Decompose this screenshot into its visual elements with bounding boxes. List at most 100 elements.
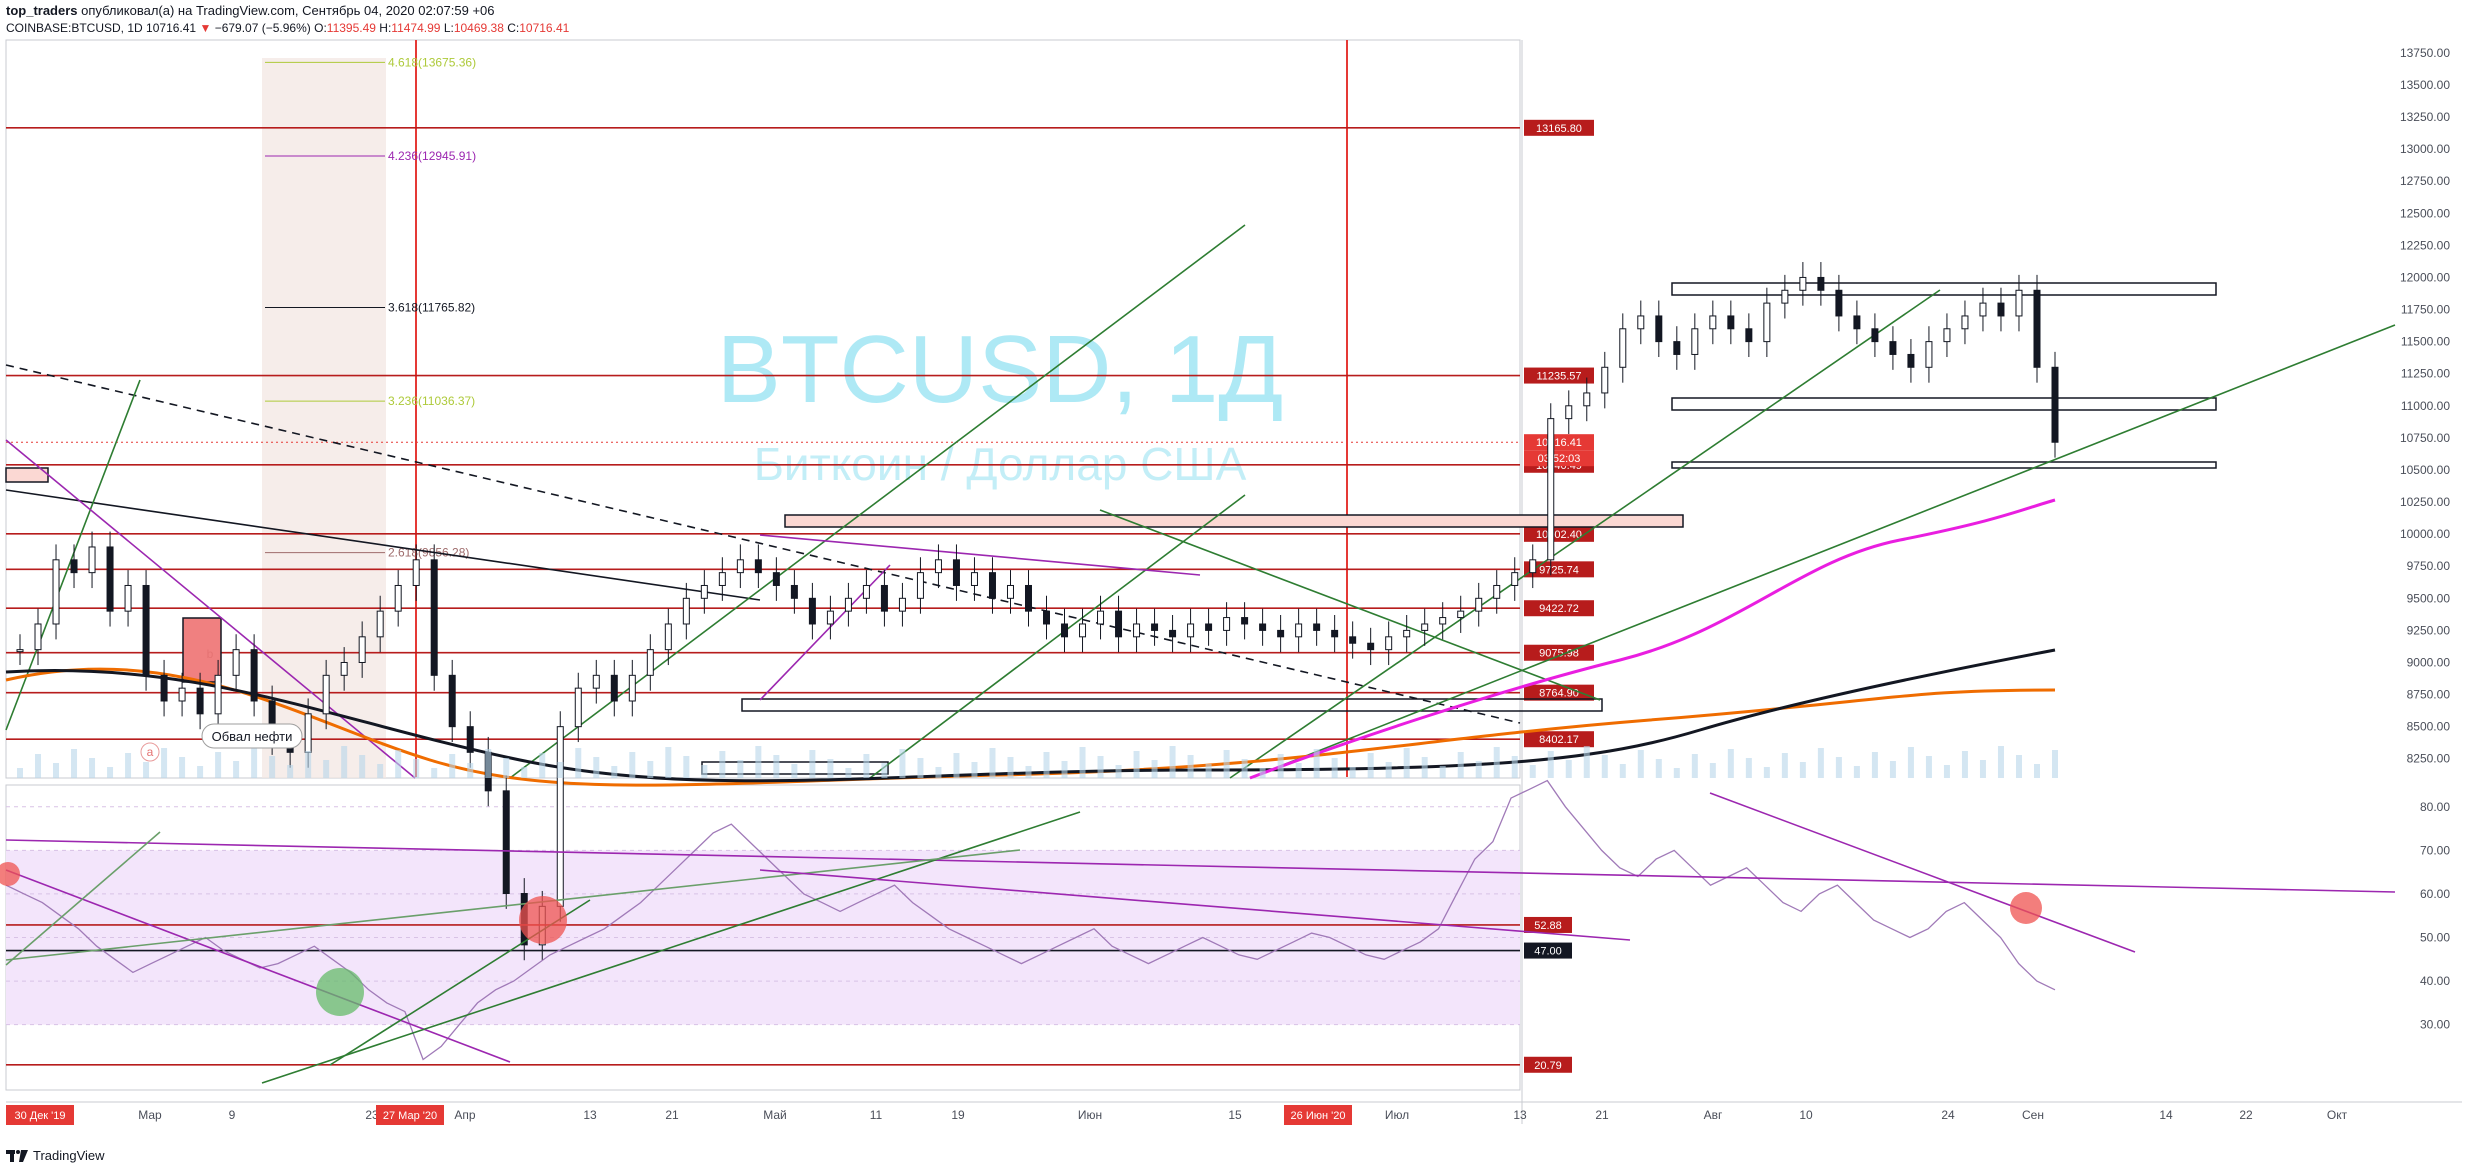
- volume-bar: [251, 747, 258, 778]
- volume-bar: [503, 758, 510, 778]
- candle-body: [1997, 302, 2005, 317]
- candle-body: [106, 546, 114, 612]
- volume-bar: [1781, 753, 1788, 778]
- candle-body: [394, 584, 402, 612]
- volume-bar: [2015, 755, 2022, 778]
- candle-body: [556, 726, 564, 907]
- candle-body: [448, 674, 456, 728]
- price-level-tag: [1524, 561, 1594, 578]
- candle-body: [1943, 328, 1951, 343]
- trend-line: [5, 489, 761, 601]
- volume-bar: [1637, 750, 1644, 778]
- volume-bar: [593, 757, 600, 778]
- volume-bar: [35, 754, 42, 778]
- volume-bar: [1727, 749, 1734, 778]
- volume-bar: [629, 752, 636, 778]
- time-tick-label: 30 Дек '19: [14, 1110, 65, 1122]
- watermark-title: BTCUSD, 1Д: [717, 316, 1283, 423]
- price-tick-label: 10250.00: [2400, 495, 2450, 509]
- trend-line: [509, 224, 1246, 779]
- trend-line: [1249, 324, 2396, 779]
- time-tick-label: 14: [2159, 1108, 2173, 1122]
- volume-bar: [1133, 751, 1140, 778]
- fib-label: 4.236(12945.91): [388, 149, 476, 163]
- time-tick-label: Авг: [1704, 1108, 1723, 1122]
- open-label: O:: [314, 21, 327, 35]
- price-tick-label: 12000.00: [2400, 270, 2450, 284]
- candle-body: [322, 674, 330, 715]
- volume-bar: [1025, 766, 1032, 778]
- candle-body: [2033, 289, 2041, 368]
- rsi-tick-label: 30.00: [2420, 1018, 2450, 1032]
- volume-bar: [431, 768, 438, 778]
- candle-body: [1133, 623, 1141, 638]
- high-label: H:: [379, 21, 392, 35]
- price-level-tag: [1524, 731, 1594, 748]
- candle-body: [898, 597, 906, 612]
- candle-body: [700, 584, 708, 599]
- price-tick-label: 13500.00: [2400, 78, 2450, 92]
- volume-bar: [1493, 747, 1500, 778]
- candle-body: [124, 584, 132, 612]
- candle-body: [1313, 623, 1321, 631]
- time-tick-label: 9: [229, 1108, 236, 1122]
- candle-body: [1439, 617, 1447, 625]
- candle-body: [196, 687, 204, 715]
- volume-bar: [1673, 768, 1680, 778]
- volume-bar: [1889, 761, 1896, 778]
- time-tick-label: Июн: [1078, 1108, 1102, 1122]
- volume-bar: [107, 767, 114, 778]
- candle-body: [1115, 610, 1123, 638]
- close-label: C:: [507, 21, 520, 35]
- candle-body: [1925, 341, 1933, 368]
- volume-bar: [1007, 757, 1014, 778]
- volume-bar: [701, 765, 708, 778]
- rsi-tick-label: 60.00: [2420, 887, 2450, 901]
- candle-body: [1151, 623, 1159, 631]
- volume-bar: [1385, 762, 1392, 778]
- volume-bar: [1295, 763, 1302, 778]
- change-arrow-icon: ▼: [199, 21, 212, 35]
- volume-bar: [449, 754, 456, 778]
- volume-bar: [1331, 758, 1338, 778]
- time-tick-label: 22: [2239, 1108, 2253, 1122]
- candle-body: [1853, 315, 1861, 330]
- price-tick-label: 12750.00: [2400, 174, 2450, 188]
- time-tick-label: 13: [583, 1108, 597, 1122]
- volume-bar: [1835, 757, 1842, 778]
- candle-body: [1331, 629, 1339, 638]
- symbol-label[interactable]: COINBASE:BTCUSD, 1D: [6, 21, 143, 35]
- time-tick-label: 23: [365, 1108, 379, 1122]
- volume-bar: [1079, 747, 1086, 778]
- candle-body: [1619, 328, 1627, 368]
- price-tick-label: 8250.00: [2407, 752, 2451, 766]
- time-tick-label: Апр: [454, 1108, 476, 1122]
- time-tick-label: Сен: [2022, 1108, 2044, 1122]
- fib-label: 4.618(13675.36): [388, 55, 476, 69]
- price-tick-label: 13250.00: [2400, 110, 2450, 124]
- candle-body: [1277, 629, 1285, 638]
- ma-black-line: [5, 648, 2056, 783]
- price-level-label: 8764.90: [1539, 688, 1579, 700]
- trend-line: [5, 379, 141, 731]
- countdown-label: 03:52:03: [1538, 453, 1581, 465]
- volume-bar: [1151, 760, 1158, 778]
- volume-bar: [1655, 759, 1662, 778]
- candle-body: [1475, 597, 1483, 612]
- volume-bar: [1763, 767, 1770, 778]
- volume-bar: [1097, 756, 1104, 778]
- candle-body: [1673, 341, 1681, 355]
- volume-bar: [341, 746, 348, 778]
- rsi-level-tag: [1524, 942, 1572, 959]
- high-value: 11474.99: [391, 21, 441, 35]
- candle-body: [808, 597, 816, 625]
- candle-body: [178, 687, 186, 702]
- author-name[interactable]: top_traders: [6, 3, 78, 18]
- candle-body: [70, 559, 78, 574]
- fib-label: 3.236(11036.37): [388, 394, 475, 408]
- candle-body: [88, 546, 96, 574]
- price-level-label: 11235.57: [1536, 371, 1581, 383]
- candle-body: [1367, 642, 1375, 651]
- time-tick-label: Мар: [138, 1108, 162, 1122]
